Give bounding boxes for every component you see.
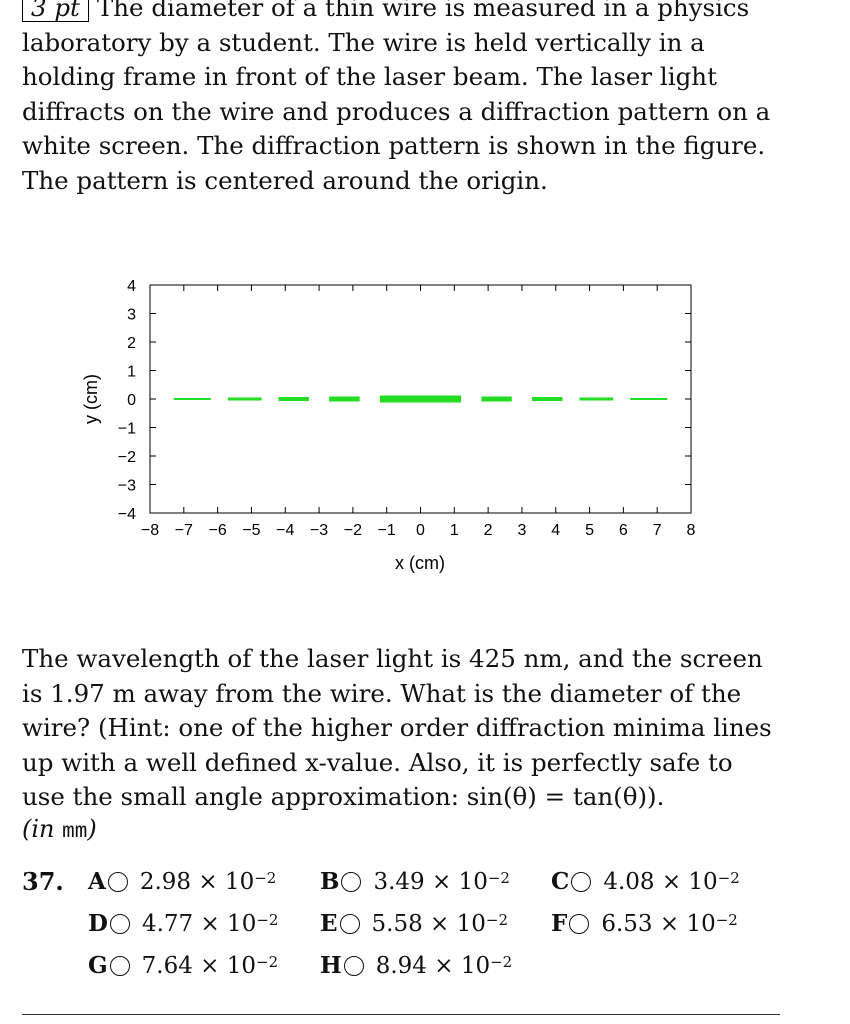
y-axis-label: y (cm) [81,374,101,424]
option-g[interactable]: G 7.64 × 10 −2 [88,952,279,979]
x-tick-label: 6 [619,522,628,539]
radio-circle-icon[interactable] [341,871,362,892]
y-tick-label: 4 [127,278,136,295]
option-h[interactable]: H 8.94 × 10 −2 [320,952,513,979]
x-axis-label: x (cm) [395,553,445,573]
x-tick-label: −2 [344,522,362,539]
intro-line: laboratory by a student. The wire is hel… [22,27,705,57]
y-tick-label: −3 [118,478,136,495]
bottom-divider [22,1014,780,1015]
intro-line: white screen. The diffraction pattern is… [22,131,766,160]
radio-circle-icon[interactable] [343,955,364,976]
question-line: wire? (Hint: one of the higher order dif… [22,713,772,742]
question-line: use the small angle approximation: sin(θ… [22,782,665,811]
x-tick-label: 8 [687,522,696,539]
question-line: up with a well defined x-value. Also, it… [22,747,733,777]
x-tick-label: −7 [175,522,193,539]
radio-circle-icon[interactable] [109,913,130,934]
question-number: 37. [22,867,64,896]
x-tick-label: 4 [551,522,560,539]
radio-circle-icon[interactable] [569,913,590,934]
x-tick-label: 0 [416,522,425,539]
y-tick-label: −2 [118,449,136,466]
y-tick-label: 3 [127,307,136,324]
y-tick-label: −1 [118,421,136,438]
answer-unit: (in mm) [22,815,97,844]
x-tick-label: −6 [209,522,227,539]
x-tick-label: 2 [484,522,493,539]
option-a[interactable]: A 2.98 × 10 −2 [88,868,277,895]
intro-line: holding frame in front of the laser beam… [22,62,717,91]
intro-line: 3 pt The diameter of a thin wire is measu… [22,0,782,26]
x-tick-label: 3 [517,522,526,539]
intro-paragraph: 3 pt The diameter of a thin wire is measu… [22,0,782,198]
x-tick-label: −8 [141,522,159,539]
radio-circle-icon[interactable] [571,871,592,892]
points-box: 3 pt [22,0,89,22]
y-tick-label: 1 [127,364,136,381]
x-tick-label: 1 [450,522,459,539]
radio-circle-icon[interactable] [339,913,360,934]
y-tick-label: 2 [127,335,136,352]
option-f[interactable]: F 6.53 × 10 −2 [551,910,738,937]
x-tick-label: 5 [585,522,594,539]
y-tick-label: 0 [127,392,136,409]
x-tick-label: 7 [653,522,662,539]
radio-circle-icon[interactable] [107,871,128,892]
x-tick-label: −3 [310,522,328,539]
x-tick-label: −4 [276,522,294,539]
option-c[interactable]: C 4.08 × 10 −2 [551,868,740,895]
diffraction-chart: −8 −7 −6 −5 −4 −3 −2 −1 0 1 2 3 4 5 6 7 8 43210−1−2−3−4 … [81,278,696,573]
x-tick-label: −5 [242,522,260,539]
intro-line: The pattern is centered around the origi… [22,165,548,195]
x-tick-label: −1 [378,522,396,539]
question-line: is 1.97 m away from the wire. What is th… [22,678,742,708]
option-b[interactable]: B 3.49 × 10 −2 [320,868,510,895]
question-line: The wavelength of the laser light is 425… [22,644,763,673]
y-tick-label: −4 [118,506,136,523]
radio-circle-icon[interactable] [109,955,130,976]
option-e[interactable]: E 5.58 × 10 −2 [320,910,509,937]
question-paragraph: The wavelength of the laser light is 425… [22,642,782,815]
intro-line: diffracts on the wire and produces a dif… [22,96,771,126]
option-d[interactable]: D 4.77 × 10 −2 [88,910,279,937]
